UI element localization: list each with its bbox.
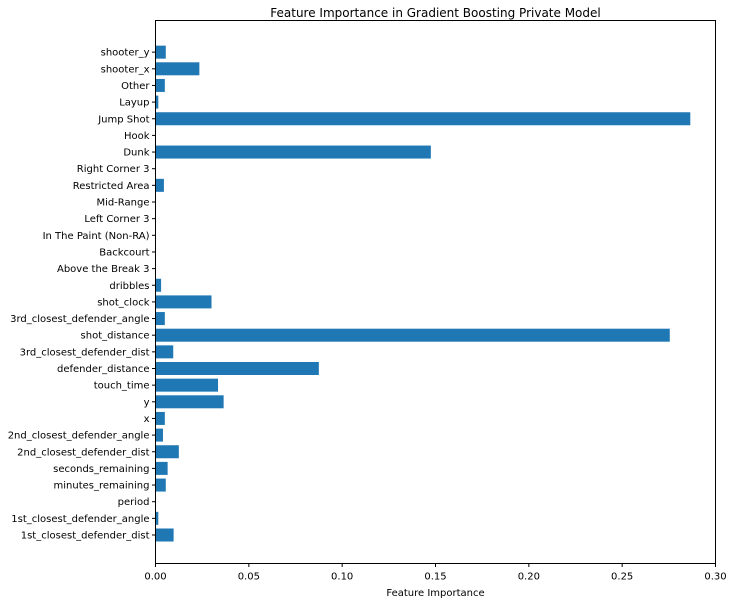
chart-title: Feature Importance in Gradient Boosting … xyxy=(270,6,600,20)
bar-layup xyxy=(155,95,159,109)
bar-1st-closest-defender-angle xyxy=(155,511,159,525)
bar-3rd-closest-defender-angle xyxy=(155,312,165,326)
y-tick-label: Jump Shot xyxy=(97,114,149,125)
bar-restricted-area xyxy=(155,178,164,192)
bar-shot-clock xyxy=(155,295,212,309)
y-tick-label: Layup xyxy=(119,98,149,109)
y-tick-label: Other xyxy=(121,81,150,92)
y-tick-label: Mid-Range xyxy=(96,198,149,209)
y-tick-label: dribbles xyxy=(109,281,149,292)
bar-jump-shot xyxy=(155,112,691,126)
plot-frame xyxy=(155,20,716,564)
bar-1st-closest-defender-dist xyxy=(155,528,174,542)
bar-3rd-closest-defender-dist xyxy=(155,345,174,359)
x-tick-label: 0.15 xyxy=(424,572,446,583)
bar-shooter-x xyxy=(155,62,200,76)
x-tick-label: 0.00 xyxy=(144,572,166,583)
y-tick-label: shot_clock xyxy=(97,297,149,308)
bar-shooter-y xyxy=(155,45,166,59)
bar-touch-time xyxy=(155,378,219,392)
y-tick-label: shooter_y xyxy=(101,48,150,59)
y-tick-label: 3rd_closest_defender_dist xyxy=(20,347,150,358)
y-tick-label: shot_distance xyxy=(81,331,150,342)
x-axis: 0.00 0.05 0.10 0.15 0.20 0.25 0.30 xyxy=(144,563,727,583)
y-tick-label: 2nd_closest_defender_angle xyxy=(8,431,150,442)
bar-other xyxy=(155,78,165,92)
x-tick-label: 0.25 xyxy=(611,572,633,583)
y-tick-label: 3rd_closest_defender_angle xyxy=(10,314,149,325)
bar-defender-distance xyxy=(155,362,319,375)
y-tick-label: 1st_closest_defender_dist xyxy=(21,531,150,542)
bar-minutes-remaining xyxy=(155,478,166,492)
y-tick-label: seconds_remaining xyxy=(53,464,149,475)
bar-shot-distance xyxy=(155,328,670,342)
y-tick-label: Backcourt xyxy=(99,247,149,258)
bar-x xyxy=(155,411,165,425)
y-tick-label: period xyxy=(118,497,150,508)
y-tick-label: y xyxy=(144,397,150,408)
y-tick-label: shooter_x xyxy=(101,64,150,75)
y-tick-label: Above the Break 3 xyxy=(57,264,150,275)
x-tick-label: 0.05 xyxy=(238,572,260,583)
y-tick-label: x xyxy=(144,414,150,425)
y-tick-label: Dunk xyxy=(123,148,149,159)
y-tick-label: defender_distance xyxy=(57,364,150,375)
bar-y xyxy=(155,395,224,409)
y-tick-label: Hook xyxy=(124,131,150,142)
bar-dunk xyxy=(155,145,431,159)
bar-seconds-remaining xyxy=(155,461,168,475)
y-tick-label: minutes_remaining xyxy=(54,481,150,492)
y-tick-label: Left Corner 3 xyxy=(84,214,149,225)
y-axis: 1st_closest_defender_dist 1st_closest_def… xyxy=(8,48,156,542)
bar-2nd-closest-defender-dist xyxy=(155,445,179,459)
bars-group xyxy=(155,45,691,542)
bar-2nd-closest-defender-angle xyxy=(155,428,163,442)
y-tick-label: Right Corner 3 xyxy=(77,164,150,175)
x-tick-label: 0.10 xyxy=(331,572,353,583)
y-tick-label: 1st_closest_defender_angle xyxy=(11,514,149,525)
x-axis-label: Feature Importance xyxy=(386,588,484,599)
x-tick-label: 0.20 xyxy=(518,572,540,583)
y-tick-label: touch_time xyxy=(94,381,150,392)
y-tick-label: 2nd_closest_defender_dist xyxy=(17,447,149,458)
x-tick-label: 0.30 xyxy=(704,572,726,583)
y-tick-label: In The Paint (Non-RA) xyxy=(43,231,150,242)
bar-dribbles xyxy=(155,278,162,292)
y-tick-label: Restricted Area xyxy=(73,181,150,192)
